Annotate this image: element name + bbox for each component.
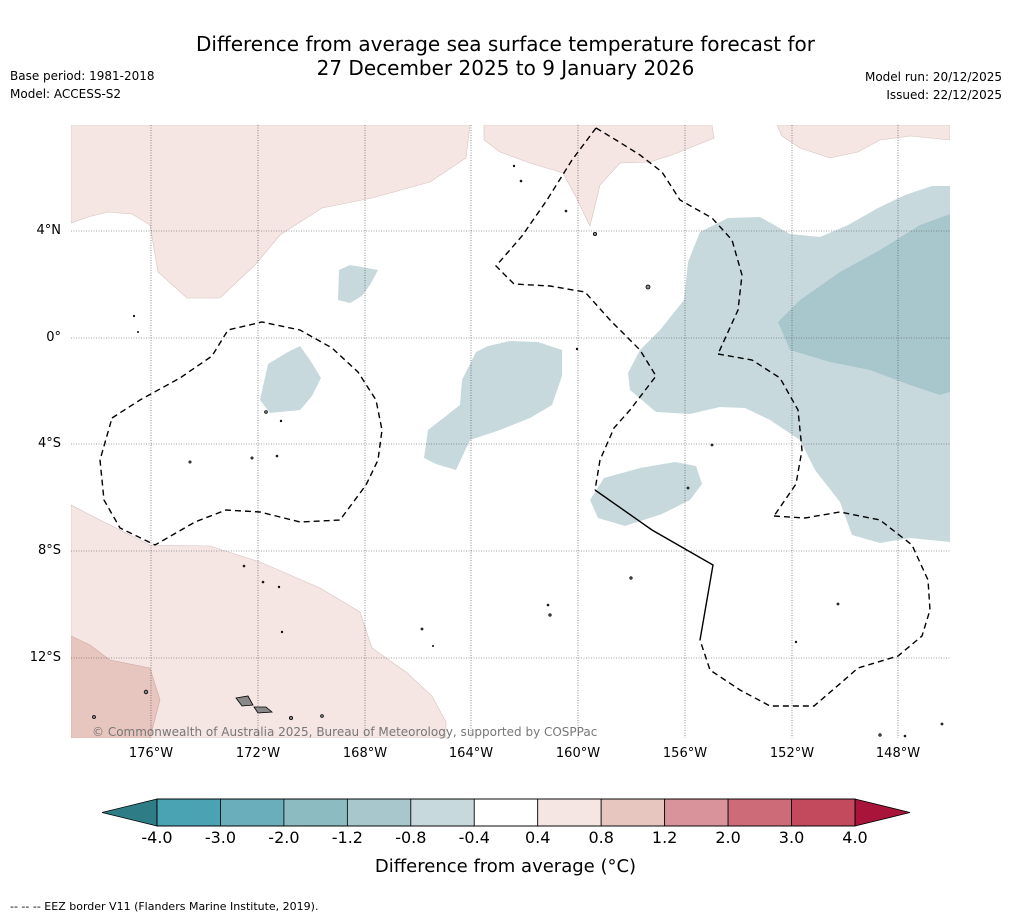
title-line2: 27 December 2025 to 9 January 2026 (316, 56, 695, 80)
colorbar-tick-label: 1.2 (651, 828, 678, 847)
colorbar-segment (727, 798, 792, 827)
warm-anomaly-region-north (483, 125, 715, 227)
colorbar (101, 798, 911, 827)
lat-label-4s: 4°S (37, 436, 61, 451)
colorbar-label: Difference from average (°C) (374, 856, 637, 877)
eez-borders (99, 127, 931, 707)
colorbar-segment (537, 798, 602, 827)
base-period: Base period: 1981-2018 (10, 69, 155, 83)
lat-label-0: 0° (46, 330, 61, 345)
colorbar-tick-label: -0.4 (458, 828, 490, 847)
copyright-notice: © Commonwealth of Australia 2025, Bureau… (92, 725, 598, 739)
colorbar-tick-label: 0.8 (588, 828, 614, 847)
eez-border-solid (594, 489, 714, 641)
warm-anomaly-region-southwest (71, 504, 447, 738)
lat-label-4n: 4°N (36, 223, 62, 238)
islands (92, 164, 944, 738)
colorbar-segment (600, 798, 666, 827)
colorbar-segment (283, 798, 348, 827)
lon-label-152w: 152°W (769, 746, 815, 761)
lat-label-8s: 8°S (37, 543, 61, 558)
colorbar-under-arrow (101, 798, 158, 827)
graticule (71, 125, 950, 738)
colorbar-segments (156, 798, 856, 827)
colorbar-segment (220, 798, 285, 827)
lon-label-160w: 160°W (555, 746, 601, 761)
lon-label-164w: 164°W (448, 746, 494, 761)
lat-label-12s: 12°S (29, 650, 61, 665)
warmer-anomaly-region-southwest (71, 635, 161, 738)
eez-footnote: -- -- -- EEZ border V11 (Flanders Marine… (10, 900, 319, 913)
colorbar-tick-label: 4.0 (842, 828, 868, 847)
colorbar-tick-label: -4.0 (141, 828, 173, 847)
lon-label-176w: 176°W (128, 746, 174, 761)
cool-anomaly-region-south-central (590, 462, 702, 526)
warm-anomaly-region-northwest (71, 125, 471, 299)
lon-label-148w: 148°W (875, 746, 921, 761)
colorbar-tick-label: 2.0 (715, 828, 741, 847)
lon-label-156w: 156°W (662, 746, 708, 761)
lon-label-172w: 172°W (235, 746, 281, 761)
model-run: Model run: 20/12/2025 (864, 70, 1002, 84)
colorbar-tick-label: -3.0 (204, 828, 237, 847)
colorbar-segment (664, 798, 729, 827)
cooler-anomaly-region-east (778, 214, 950, 395)
cool-anomaly-region-central (424, 341, 562, 470)
colorbar-tick-label: -2.0 (268, 828, 300, 847)
cool-anomaly-region-small (338, 265, 378, 303)
colorbar-tick-label: -0.8 (395, 828, 427, 847)
colorbar-segment (346, 798, 412, 827)
title-line1: Difference from average sea surface temp… (195, 32, 815, 56)
model-name: Model: ACCESS-S2 (10, 87, 122, 101)
colorbar-segment (791, 798, 856, 827)
colorbar-tick-label: -1.2 (331, 828, 363, 847)
colorbar-segment (473, 798, 539, 827)
lon-label-168w: 168°W (342, 746, 388, 761)
colorbar-over-arrow (854, 798, 911, 827)
issued-date: Issued: 22/12/2025 (886, 88, 1002, 102)
warm-anomaly-region-northeast (776, 125, 950, 159)
colorbar-tick-label: 3.0 (778, 828, 805, 847)
colorbar-tick-label: 0.4 (524, 828, 551, 847)
cool-anomaly-region-west (260, 346, 321, 413)
colorbar-segment (156, 798, 221, 827)
sst-anomaly-map (71, 125, 950, 738)
colorbar-segment (410, 798, 475, 827)
